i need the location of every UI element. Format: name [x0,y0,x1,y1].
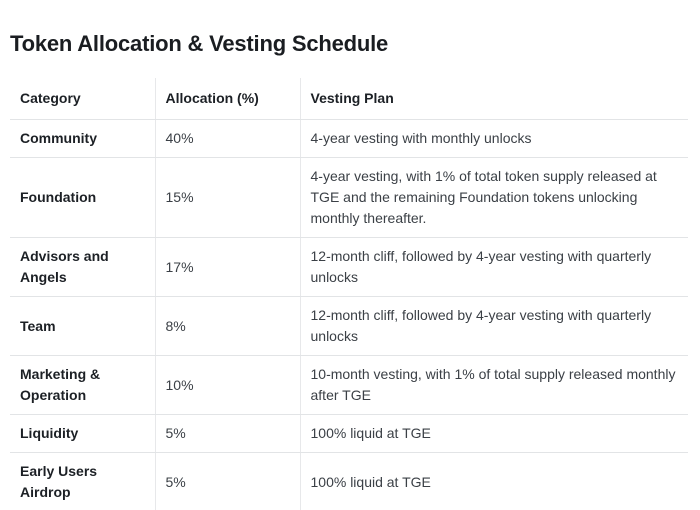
table-header-row: Category Allocation (%) Vesting Plan [10,78,688,120]
table-row: Community 40% 4-year vesting with monthl… [10,119,688,158]
vesting-plan-cell: 12-month cliff, followed by 4-year vesti… [299,237,688,297]
allocation-cell: 10% [154,355,300,415]
vesting-plan-cell: 100% liquid at TGE [299,414,688,453]
category-cell: Foundation [10,157,155,238]
allocation-cell: 8% [154,296,300,356]
allocation-cell: 5% [154,414,300,453]
vesting-plan-cell: 4-year vesting with monthly unlocks [299,119,688,158]
table-row: Liquidity 5% 100% liquid at TGE [10,414,688,453]
category-cell: Team [10,296,155,356]
table-row: Team 8% 12-month cliff, followed by 4-ye… [10,296,688,356]
table-row: Early Users Airdrop 5% 100% liquid at TG… [10,452,688,510]
category-cell: Community [10,119,155,158]
allocation-cell: 17% [154,237,300,297]
column-header-category: Category [10,78,155,120]
table-row: Foundation 15% 4-year vesting, with 1% o… [10,157,688,238]
vesting-plan-cell: 4-year vesting, with 1% of total token s… [299,157,688,238]
allocation-cell: 40% [154,119,300,158]
column-header-allocation: Allocation (%) [154,78,300,120]
table-row: Advisors and Angels 17% 12-month cliff, … [10,237,688,297]
category-cell: Marketing & Operation [10,355,155,415]
vesting-plan-cell: 10-month vesting, with 1% of total suppl… [299,355,688,415]
category-cell: Advisors and Angels [10,237,155,297]
vesting-plan-cell: 100% liquid at TGE [299,452,688,510]
category-cell: Early Users Airdrop [20,463,98,500]
allocation-cell: 15% [154,157,300,238]
table-row: Marketing & Operation 10% 10-month vesti… [10,355,688,415]
allocation-cell: 5% [154,452,300,510]
category-cell: Liquidity [10,414,155,453]
vesting-plan-cell: 12-month cliff, followed by 4-year vesti… [299,296,688,356]
page-title: Token Allocation & Vesting Schedule [10,31,389,56]
token-allocation-table: Category Allocation (%) Vesting Plan Com… [10,78,688,510]
column-header-vesting-plan: Vesting Plan [299,78,688,120]
